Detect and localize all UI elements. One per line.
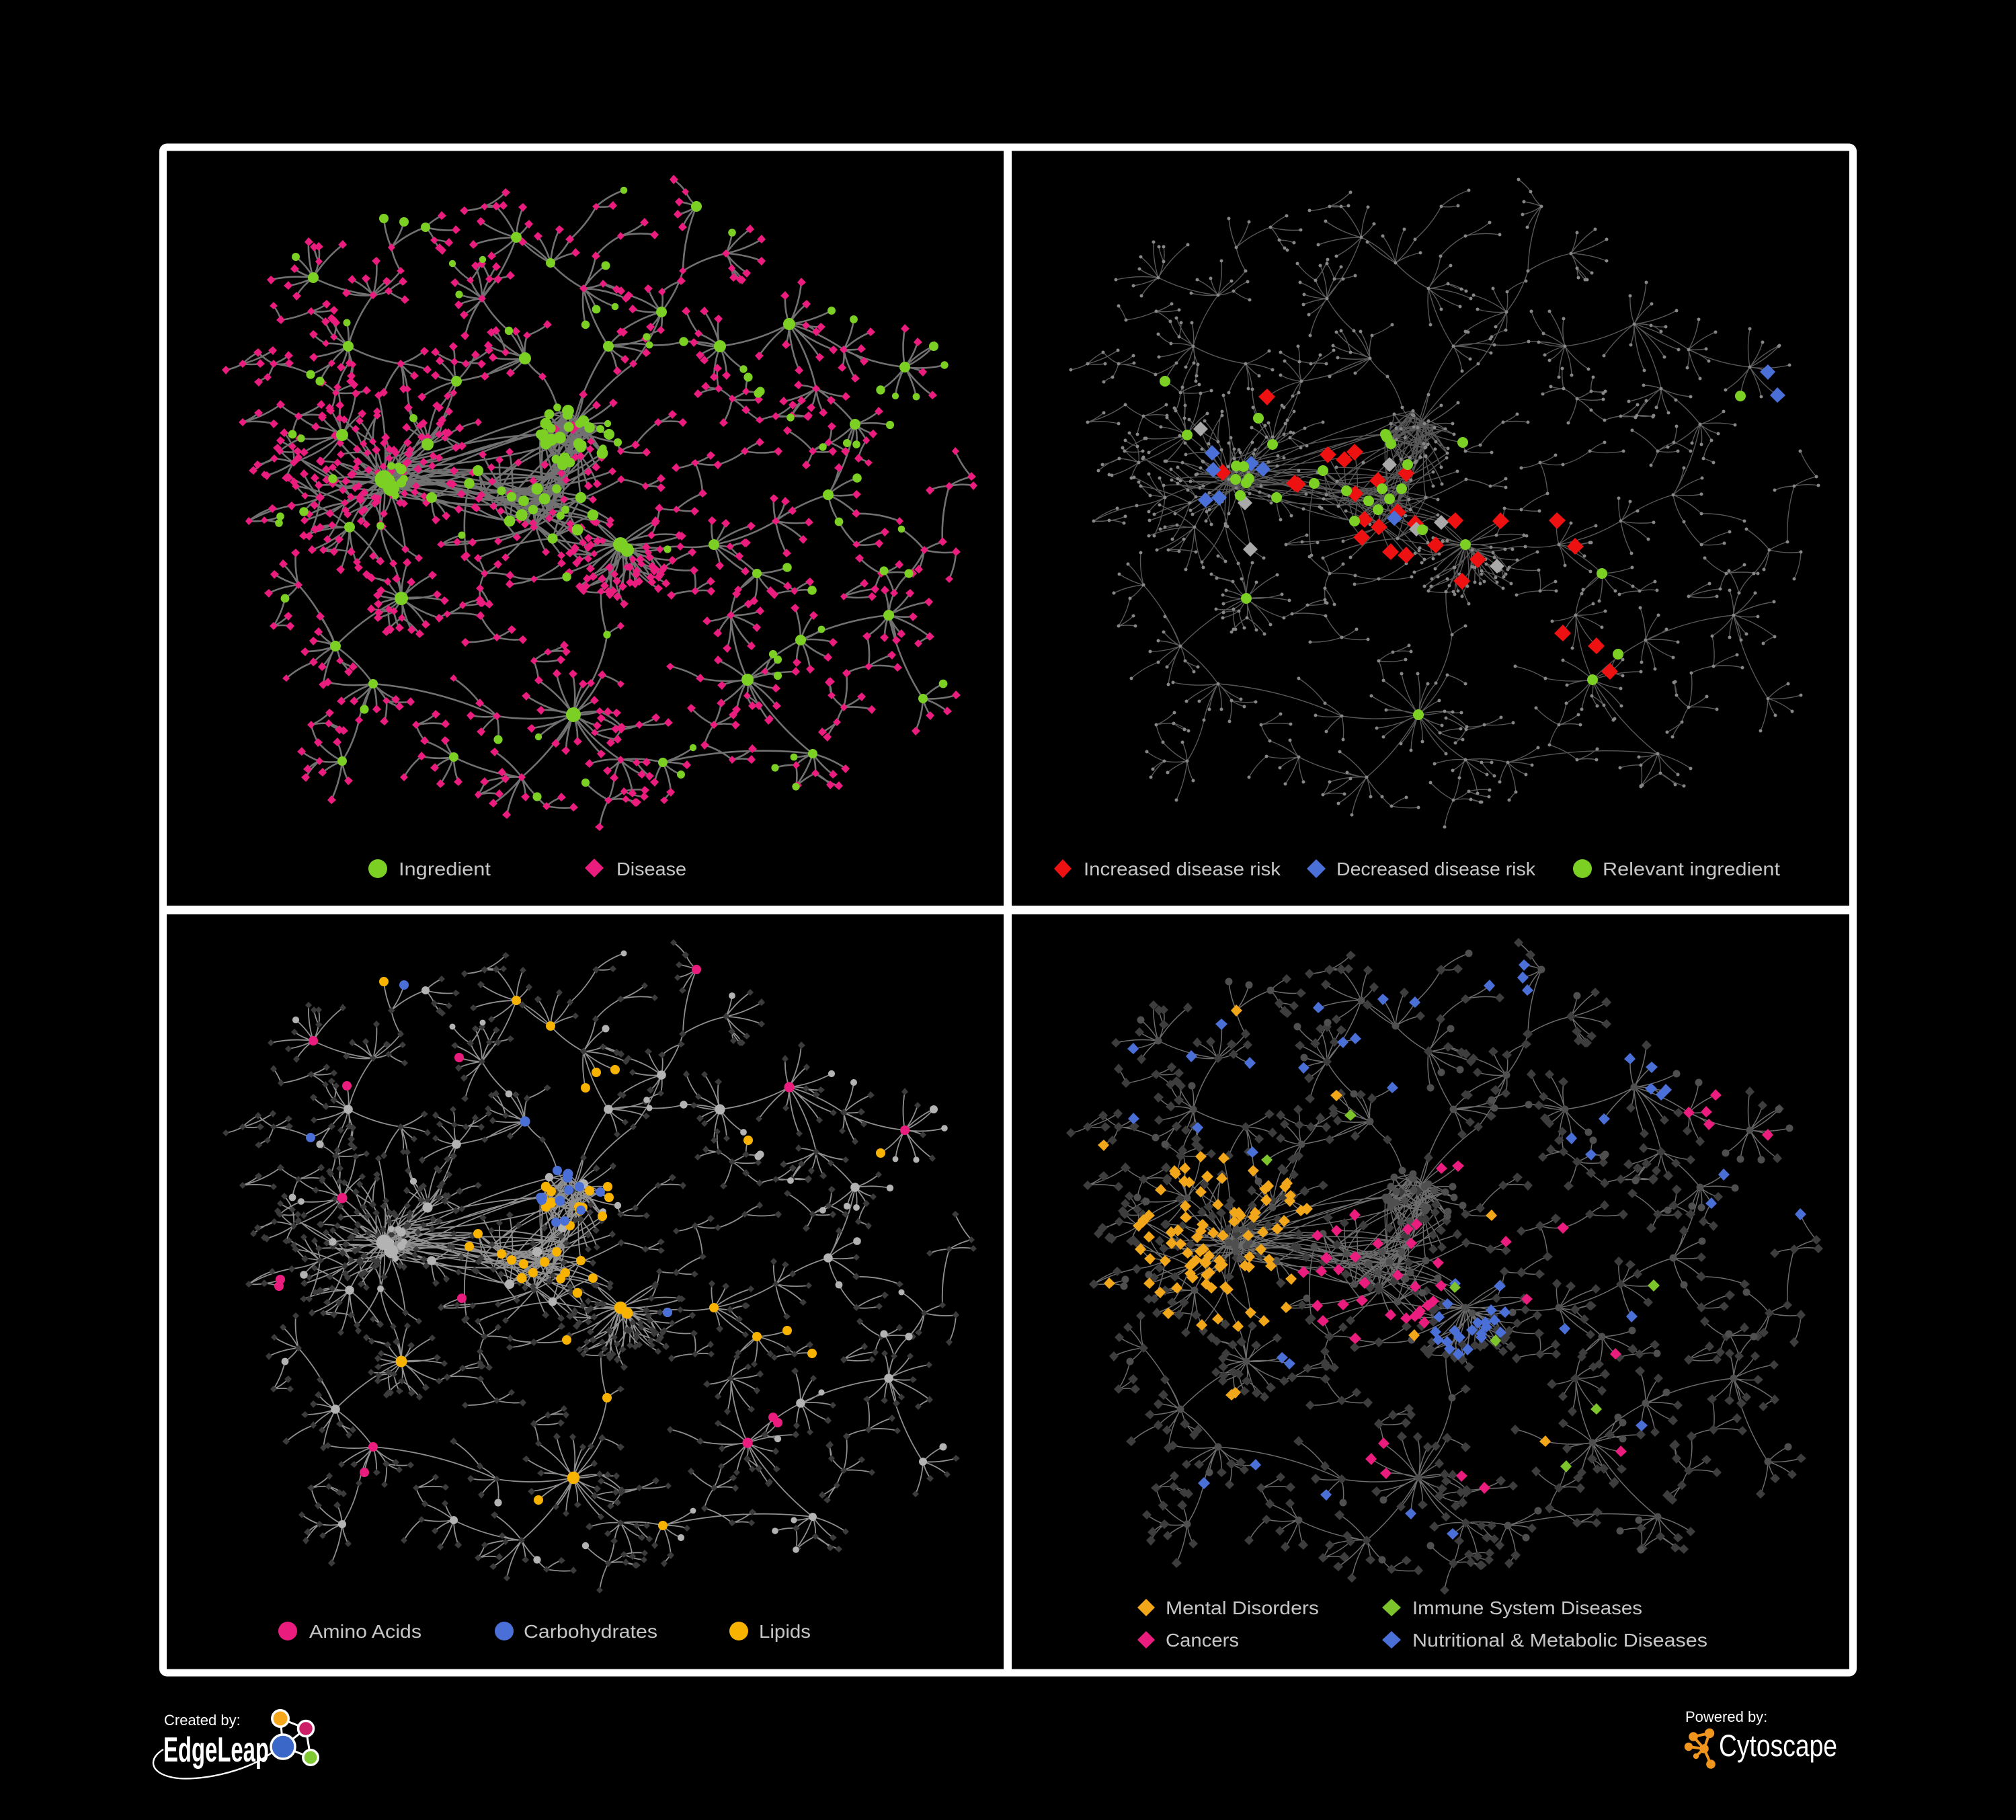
svg-text:Cancers: Cancers (1166, 1630, 1239, 1651)
svg-text:Cytoscape: Cytoscape (1719, 1729, 1837, 1763)
svg-text:Created by:: Created by: (164, 1712, 241, 1729)
svg-text:Lipids: Lipids (759, 1621, 811, 1642)
svg-text:Powered by:: Powered by: (1685, 1708, 1767, 1725)
svg-text:Increased disease risk: Increased disease risk (1084, 859, 1281, 879)
svg-text:Carbohydrates: Carbohydrates (524, 1621, 657, 1642)
svg-text:Nutritional & Metabolic Diseas: Nutritional & Metabolic Diseases (1412, 1630, 1707, 1651)
svg-text:Ingredient: Ingredient (399, 859, 491, 879)
svg-text:Decreased disease risk: Decreased disease risk (1336, 859, 1536, 879)
svg-text:Relevant ingredient: Relevant ingredient (1603, 859, 1780, 879)
svg-text:Disease: Disease (616, 859, 686, 879)
svg-text:Mental Disorders: Mental Disorders (1166, 1597, 1319, 1618)
svg-text:EdgeLeap: EdgeLeap (163, 1731, 269, 1770)
svg-text:Amino Acids: Amino Acids (309, 1621, 421, 1642)
svg-text:Immune System Diseases: Immune System Diseases (1412, 1597, 1642, 1618)
